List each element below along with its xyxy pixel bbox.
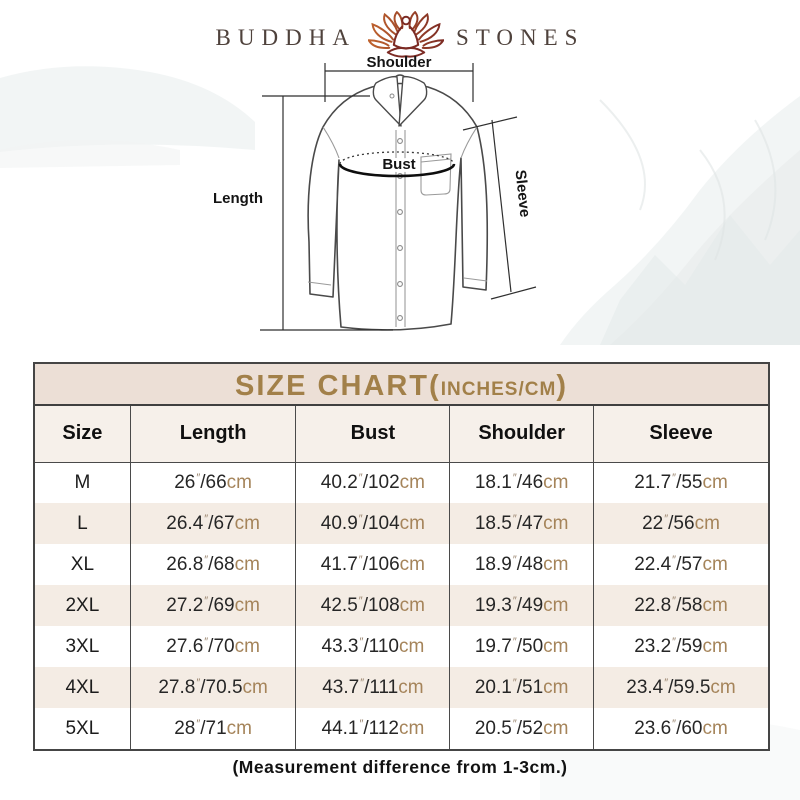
brand-name-left: BUDDHA [215, 25, 356, 50]
table-row-XL: XL 26.8″/68cm 41.7″/106cm 18.9″/48cm 22.4″/5… [35, 544, 768, 585]
size-label: 3XL [35, 626, 131, 667]
measure-cell: 40.2″/102cm [295, 462, 450, 503]
size-chart-title-close: ) [556, 370, 568, 402]
table-row-2XL: 2XL 27.2″/69cm 42.5″/108cm 19.3″/49cm 22.8″/… [35, 585, 768, 626]
column-header-size: Size [35, 406, 131, 463]
shirt-measurement-diagram: Shoulder Length Bust Sleeve [213, 56, 537, 331]
bust-line [338, 163, 456, 178]
size-chart: SIZE CHART(INCHES/CM) Size Length Bust S… [33, 362, 770, 751]
brand-name-right: STONES [455, 25, 585, 50]
measure-cell: 18.9″/48cm [449, 544, 594, 585]
measure-cell: 23.4″/59.5cm [593, 667, 768, 708]
label-shoulder: Shoulder [366, 56, 431, 71]
measure-cell: 26.4″/67cm [129, 503, 296, 544]
label-sleeve: Sleeve [512, 169, 534, 218]
measure-cell: 43.3″/110cm [295, 626, 450, 667]
measure-cell: 27.8″/70.5cm [129, 667, 296, 708]
size-label: 2XL [35, 585, 131, 626]
sleeve-measure-line [462, 116, 537, 300]
measure-cell: 44.1″/112cm [295, 708, 450, 749]
table-row-L: L 26.4″/67cm 40.9″/104cm 18.5″/47cm 22″/56cm [35, 503, 768, 544]
measure-cell: 23.2″/59cm [593, 626, 768, 667]
size-table-body: M 26″/66cm 40.2″/102cm 18.1″/46cm 21.7″/55cm… [35, 462, 768, 749]
table-row-3XL: 3XL 27.6″/70cm 43.3″/110cm 19.7″/50cm 23.2″/… [35, 626, 768, 667]
measure-cell: 22″/56cm [593, 503, 768, 544]
size-chart-title-text: SIZE CHART( [235, 370, 441, 402]
measure-cell: 42.5″/108cm [295, 585, 450, 626]
measure-cell: 40.9″/104cm [295, 503, 450, 544]
brand-logo: BUDDHA STONES [0, 10, 800, 66]
measure-cell: 20.5″/52cm [449, 708, 594, 749]
pocket [420, 153, 452, 196]
header-row: Size Length Bust Shoulder Sleeve [35, 406, 768, 463]
size-label: 5XL [35, 708, 131, 749]
size-chart-title-units: INCHES/CM [440, 379, 557, 400]
measure-cell: 19.3″/49cm [449, 585, 594, 626]
column-header-bust: Bust [295, 406, 450, 463]
size-chart-title: SIZE CHART(INCHES/CM) [35, 364, 768, 406]
measure-cell: 18.1″/46cm [449, 462, 594, 503]
column-header-sleeve: Sleeve [593, 406, 768, 463]
size-label: L [35, 503, 131, 544]
table-row-M: M 26″/66cm 40.2″/102cm 18.1″/46cm 21.7″/55cm [35, 462, 768, 503]
measure-cell: 18.5″/47cm [449, 503, 594, 544]
measure-cell: 27.2″/69cm [129, 585, 296, 626]
measure-cell: 21.7″/55cm [593, 462, 768, 503]
measure-cell: 19.7″/50cm [449, 626, 594, 667]
measure-cell: 26.8″/68cm [129, 544, 296, 585]
table-row-4XL: 4XL 27.8″/70.5cm 43.7″/111cm 20.1″/51cm 23.4… [35, 667, 768, 708]
size-table: Size Length Bust Shoulder Sleeve M 26″/66… [35, 406, 768, 749]
measure-cell: 43.7″/111cm [295, 667, 450, 708]
lotus-icon [367, 11, 444, 58]
measurement-note: (Measurement difference from 1-3cm.) [232, 757, 568, 777]
size-label: M [35, 462, 131, 503]
collar-button [389, 93, 395, 99]
measure-cell: 22.8″/58cm [593, 585, 768, 626]
label-length: Length [213, 190, 263, 207]
measure-cell: 23.6″/60cm [593, 708, 768, 749]
measure-cell: 41.7″/106cm [295, 544, 450, 585]
shirt-outline [307, 82, 489, 331]
measure-cell: 27.6″/70cm [129, 626, 296, 667]
measure-cell: 22.4″/57cm [593, 544, 768, 585]
size-label: XL [35, 544, 131, 585]
size-label: 4XL [35, 667, 131, 708]
length-measure-line [260, 95, 393, 331]
measure-cell: 28″/71cm [129, 708, 296, 749]
table-row-5XL: 5XL 28″/71cm 44.1″/112cm 20.5″/52cm 23.6″/60… [35, 708, 768, 749]
bust-line-dashed [339, 151, 455, 165]
column-header-shoulder: Shoulder [449, 406, 594, 463]
measure-cell: 26″/66cm [129, 462, 296, 503]
column-header-length: Length [129, 406, 296, 463]
label-bust: Bust [382, 156, 415, 173]
measure-cell: 20.1″/51cm [449, 667, 594, 708]
